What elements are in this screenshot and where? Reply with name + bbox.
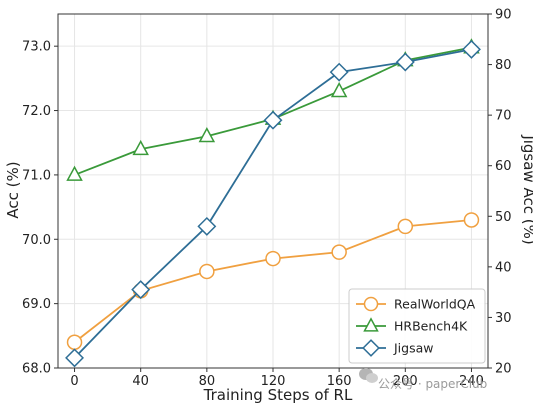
watermark-text: 公众号 · paperClub [378, 377, 487, 391]
legend: RealWorldQA HRBench4K Jigsaw [348, 288, 486, 364]
legend-label: Jigsaw [393, 341, 434, 356]
data-point-hrbench4k [330, 81, 348, 98]
x-axis-title: Training Steps of RL [203, 386, 353, 404]
right-axis-ticks: 20 30 40 50 60 70 80 90 [488, 8, 512, 377]
data-point-hrbench4k [132, 139, 149, 156]
legend-item-hrbench4k: HRBench4K [356, 317, 468, 334]
data-point-jigsaw [197, 216, 217, 236]
data-point-jigsaw [263, 110, 283, 130]
data-point-jigsaw [131, 280, 151, 300]
x-tick-label: 0 [70, 374, 78, 389]
right-tick-label: 40 [495, 260, 512, 275]
right-tick-label: 90 [495, 8, 512, 23]
x-tick-label: 120 [261, 374, 286, 389]
data-point-realworldqa [265, 250, 281, 267]
left-tick-label: 72.0 [22, 104, 51, 119]
right-tick-label: 30 [495, 311, 512, 326]
left-tick-label: 69.0 [22, 297, 51, 312]
x-tick-label: 240 [459, 374, 484, 389]
legend-marker [363, 296, 379, 312]
legend-marker [363, 317, 379, 332]
wechat-icon [359, 368, 378, 383]
x-tick-label: 40 [132, 374, 149, 389]
series-jigsaw [65, 39, 481, 368]
right-tick-label: 20 [495, 362, 512, 377]
data-point-hrbench4k [198, 127, 216, 143]
right-tick-label: 60 [495, 159, 512, 174]
data-point-jigsaw [462, 39, 481, 59]
x-tick-label: 200 [393, 374, 418, 389]
legend-marker [362, 339, 380, 357]
left-tick-label: 68.0 [22, 362, 51, 377]
data-point-jigsaw [65, 348, 84, 368]
x-axis-ticks: 0 40 80 120 160 200 240 [70, 368, 484, 389]
right-axis-title: Jigsaw Acc (%) [520, 134, 533, 244]
series-layer [65, 38, 481, 368]
data-point-jigsaw [395, 52, 415, 72]
data-point-realworldqa [463, 212, 480, 228]
left-axis-title: Acc (%) [4, 161, 22, 218]
data-point-realworldqa [397, 218, 414, 235]
data-point-realworldqa [66, 334, 83, 351]
data-point-realworldqa [331, 244, 347, 260]
legend-label: HRBench4K [394, 319, 468, 334]
left-tick-label: 71.0 [22, 168, 51, 183]
data-point-realworldqa [199, 263, 215, 280]
data-point-hrbench4k [66, 165, 83, 181]
data-point-jigsaw [329, 62, 349, 82]
right-tick-label: 80 [495, 58, 512, 73]
x-tick-label: 80 [199, 374, 216, 389]
x-tick-label: 160 [327, 374, 352, 389]
legend-item-jigsaw: Jigsaw [356, 339, 434, 357]
left-tick-label: 70.0 [22, 233, 51, 248]
legend-item-realworldqa: RealWorldQA [356, 297, 476, 312]
legend-label: RealWorldQA [394, 297, 476, 312]
right-tick-label: 50 [495, 210, 512, 225]
left-axis-ticks: 68.0 69.0 70.0 71.0 72.0 73.0 [22, 40, 58, 377]
watermark: 公众号 · paperClub [359, 368, 487, 391]
right-tick-label: 70 [495, 109, 512, 124]
left-tick-label: 73.0 [22, 40, 51, 55]
legend-box [348, 288, 486, 364]
